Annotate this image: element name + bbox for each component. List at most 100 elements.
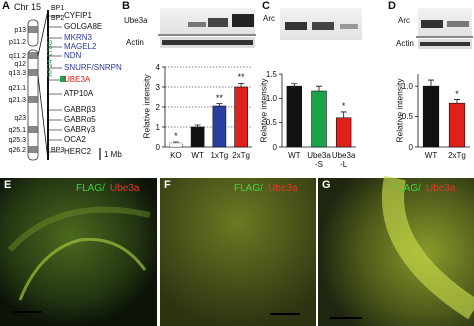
significance: ** [237,72,245,83]
error-bar [454,99,460,104]
band-label: q21.3 [8,97,26,104]
stain-label: Ube3a [110,183,140,194]
breakpoint-label: BP1 [51,5,65,12]
error-bar [316,85,322,92]
x-tick-label: Ube3a -S [307,151,331,169]
band [340,24,358,29]
bar [234,86,248,148]
bar [311,90,327,148]
micrograph [160,178,316,326]
band-label: q12 [14,61,26,68]
x-tick-label: 2xTg [448,151,466,160]
band-label: q26.2 [8,147,26,154]
band-label: q25.3 [8,137,26,144]
band [447,21,469,27]
breakpoint-label: BP2 [51,15,65,22]
chromosome-label: Chr 15 [14,2,42,12]
gene-label: UBE3A [64,75,91,84]
x-tick-label: KO [170,151,182,160]
error-bar [194,124,201,127]
error-bar [172,141,179,143]
gene-label: HERC2 [64,147,92,156]
tissue [381,175,474,320]
band [285,22,307,30]
y-tick-label: 1 [155,122,160,132]
panel-letter: C [262,0,270,12]
blot-label: Arc [263,14,275,23]
y-tick-label: 2 [155,102,160,112]
panel-letter: B [122,0,130,12]
gene-label: GABRα5 [64,115,96,124]
bar [212,105,227,148]
chromosome-band [28,96,38,103]
bac-marker [60,76,66,82]
blot-label: Actin [396,39,414,48]
significance: * [455,88,459,99]
y-tick-label: 1.0 [401,81,413,91]
bar [190,126,205,148]
y-tick-label: 0 [272,142,277,152]
y-tick-label: 0.5 [265,118,277,128]
panel-letter: A [2,0,10,12]
band [232,14,254,27]
band-label: q21.1 [8,85,26,92]
stain-label: Ube3a [268,183,298,194]
chromosome-band [28,146,38,153]
y-tick-label: 1.0 [265,93,277,103]
y-tick-label: 1.5 [265,69,277,79]
y-tick-label: 0 [155,142,160,152]
band [188,22,206,27]
band-label: p13 [14,27,26,34]
chromosome-band [28,69,38,76]
gene-label: OCA2 [64,135,86,144]
y-axis-label: Relative intensity [258,77,269,143]
bar [286,85,303,148]
band [208,18,228,27]
significance: * [341,100,346,111]
scale-bar-label: 1 Mb [104,150,122,159]
y-axis-label: Relative intensity [394,77,405,143]
band-label: q13.3 [8,70,26,77]
band [312,22,334,30]
blot-label: Actin [126,38,144,47]
error-bar [340,111,347,118]
tissue [7,206,151,253]
bar [335,117,352,148]
gene-label: NDN [64,51,82,60]
x-tick-label: 1xTg [210,151,229,160]
stain-label: Ube3a [426,183,456,194]
chromosome [27,49,39,161]
x-tick-label: 2xTg [232,151,251,160]
gene-label: SNURF/SNRPN [64,63,122,72]
stain-label: FLAG/ [234,183,263,194]
bracket [37,9,49,57]
significance: * [174,131,178,141]
bar [422,85,440,148]
stain-label: FLAG/ [76,183,105,194]
gene-label: MAGEL2 [64,42,97,51]
breakpoint-label: BP3 [51,147,65,154]
x-tick-label: WT [288,151,301,160]
blot-label: Arc [398,16,410,25]
panel-letter: D [388,0,396,12]
y-tick-label: 4 [155,62,160,72]
band [420,42,470,46]
blot-label: Ube3a [124,16,148,25]
panel-letter: E [4,179,12,191]
bac-label: RP24-178G7 [46,36,54,77]
error-bar [428,79,434,87]
chromosome-band [28,52,38,59]
gene-label: MKRN3 [64,33,93,42]
error-bar [291,83,298,87]
gene-label: GABRγ3 [64,125,96,134]
x-tick-label: Ube3a -L [331,151,356,169]
bar [169,142,183,148]
gene-label: GABRβ3 [64,105,96,114]
micrograph [0,178,157,326]
bracket [37,75,49,161]
tissue [18,237,147,301]
significance: ** [215,92,223,103]
band-label: p11.2 [9,39,26,46]
